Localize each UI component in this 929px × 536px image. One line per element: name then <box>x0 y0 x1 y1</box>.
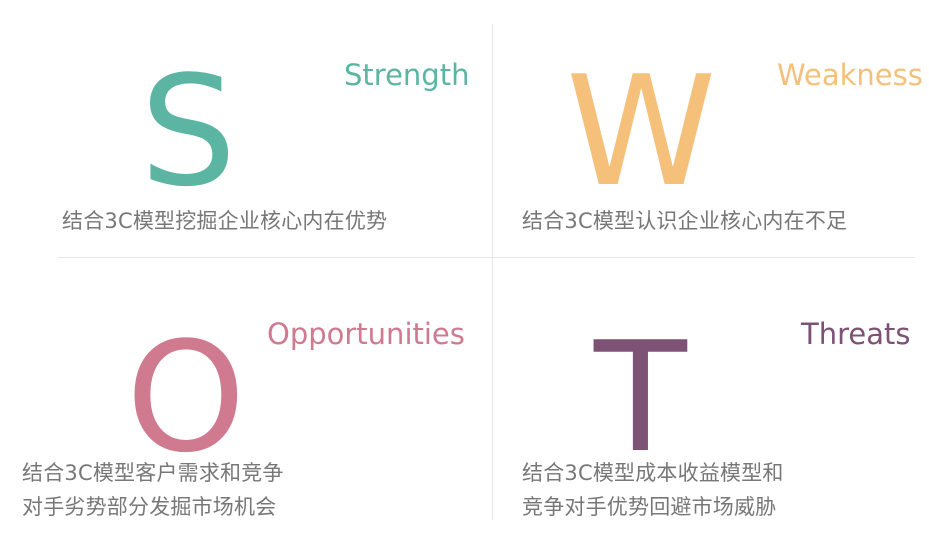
opportunities-letter: O <box>126 309 246 486</box>
opportunities-label: Opportunities <box>267 317 465 351</box>
threats-label: Threats <box>801 317 911 351</box>
weakness-desc-line: 结合3C模型认识企业核心内在不足 <box>522 209 848 233</box>
threats-desc-line-2: 竞争对手优势回避市场威胁 <box>522 495 777 519</box>
threats-desc-line-1: 结合3C模型成本收益模型和 <box>522 461 784 485</box>
opportunities-desc-line-2: 对手劣势部分发掘市场机会 <box>22 495 277 519</box>
threats-description: 结合3C模型成本收益模型和 竞争对手优势回避市场威胁 <box>522 456 784 524</box>
opportunities-desc-line-1: 结合3C模型客户需求和竞争 <box>22 461 284 485</box>
vertical-divider <box>492 24 493 520</box>
strength-label: Strength <box>344 58 470 92</box>
strength-desc-line: 结合3C模型挖掘企业核心内在优势 <box>62 209 388 233</box>
weakness-letter: W <box>566 43 717 220</box>
weakness-label: Weakness <box>777 58 923 92</box>
strength-letter: S <box>140 43 237 220</box>
horizontal-divider <box>58 257 915 258</box>
strength-description: 结合3C模型挖掘企业核心内在优势 <box>62 204 387 238</box>
opportunities-description: 结合3C模型客户需求和竞争 对手劣势部分发掘市场机会 <box>22 456 284 524</box>
weakness-description: 结合3C模型认识企业核心内在不足 <box>522 204 847 238</box>
threats-letter: T <box>594 309 687 486</box>
